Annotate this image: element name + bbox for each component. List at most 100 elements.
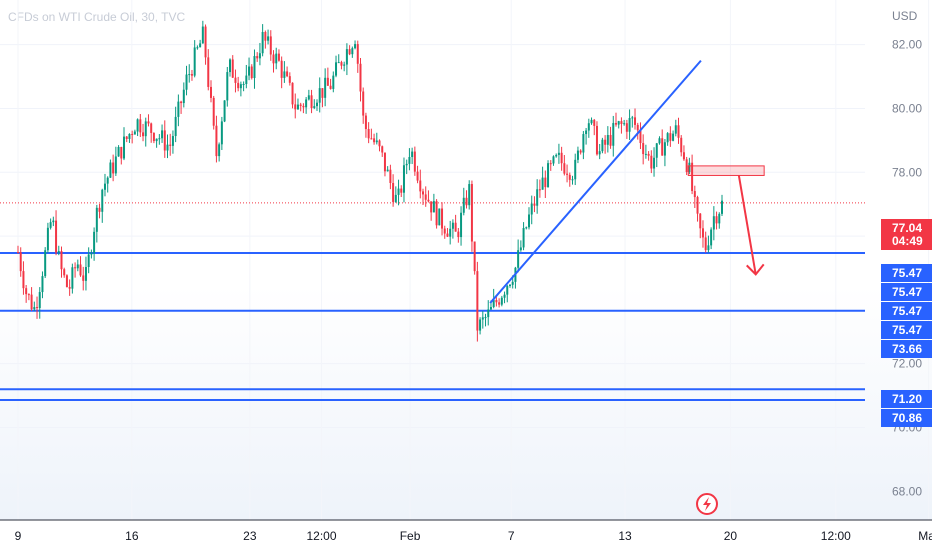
- candle-body: [275, 53, 278, 64]
- candle-body: [302, 105, 305, 108]
- candle-body: [71, 267, 74, 289]
- candle-body: [123, 136, 126, 159]
- candle-body: [495, 299, 498, 303]
- candle-body: [93, 231, 96, 254]
- candle-body: [568, 174, 571, 180]
- candle-body: [76, 264, 79, 269]
- candle-body: [264, 31, 267, 41]
- candle-body: [533, 203, 536, 206]
- candle-body: [286, 71, 289, 77]
- candle-body: [351, 48, 354, 55]
- x-tick-label: 13: [618, 529, 632, 543]
- candle-body: [481, 317, 484, 320]
- candle-body: [479, 319, 482, 331]
- candle-body: [704, 237, 707, 251]
- candle-body: [476, 271, 479, 331]
- candle-body: [166, 144, 169, 151]
- candle-body: [443, 228, 446, 234]
- candle-body: [190, 74, 193, 76]
- candle-body: [245, 75, 248, 85]
- candle-body: [547, 163, 550, 188]
- candle-body: [666, 133, 669, 143]
- candle-body: [402, 165, 405, 193]
- candle-body: [321, 88, 324, 98]
- candle-body: [169, 144, 172, 146]
- candle-body: [693, 191, 696, 198]
- x-tick-label: 12:00: [821, 529, 851, 543]
- candle-body: [348, 49, 351, 55]
- chart-title: CFDs on WTI Crude Oil, 30, TVC: [8, 10, 186, 24]
- candle-body: [291, 82, 294, 105]
- price-badge-text: 75.47: [892, 323, 922, 337]
- candle-body: [258, 53, 261, 59]
- candle-body: [215, 125, 218, 157]
- candle-body: [152, 132, 155, 142]
- candle-body: [560, 152, 563, 164]
- candle-body: [498, 302, 501, 305]
- candle-body: [653, 157, 656, 169]
- candle-body: [661, 138, 664, 156]
- candle-body: [242, 84, 245, 86]
- candle-body: [544, 177, 547, 188]
- candle-body: [389, 169, 392, 184]
- candle-body: [473, 241, 476, 272]
- candle-body: [120, 147, 123, 159]
- x-tick-label: 7: [508, 529, 515, 543]
- candle-body: [519, 247, 522, 251]
- y-tick-label: 80.00: [892, 101, 922, 115]
- candle-body: [424, 194, 427, 200]
- candle-body: [272, 54, 275, 64]
- price-badge: [881, 283, 932, 301]
- candle-body: [696, 197, 699, 214]
- candle-body: [617, 121, 620, 125]
- candle-body: [256, 56, 259, 59]
- candle-body: [460, 212, 463, 238]
- candle-body: [33, 307, 36, 310]
- candle-body: [27, 294, 30, 296]
- candle-body: [680, 137, 683, 153]
- candle-body: [394, 194, 397, 202]
- candle-body: [663, 142, 666, 156]
- candle-body: [226, 72, 229, 101]
- candle-body: [220, 121, 223, 145]
- candle-body: [142, 132, 145, 137]
- candle-body: [457, 231, 460, 238]
- candle-body: [541, 177, 544, 190]
- candle-body: [117, 147, 120, 157]
- x-tick-label: 12:00: [307, 529, 337, 543]
- candle-body: [283, 71, 286, 78]
- candle-body: [432, 201, 435, 213]
- candle-body: [438, 208, 441, 226]
- candle-body: [103, 183, 106, 190]
- candle-body: [701, 228, 704, 238]
- candle-body: [209, 86, 212, 98]
- candle-body: [574, 159, 577, 180]
- candle-body: [25, 288, 28, 295]
- candle-body: [430, 201, 433, 213]
- candle-body: [19, 252, 22, 272]
- candle-body: [343, 64, 346, 66]
- candle-body: [144, 121, 147, 137]
- candle-body: [715, 216, 718, 224]
- price-badge-text: 75.47: [892, 285, 922, 299]
- price-badge-text: 70.86: [892, 411, 922, 425]
- candle-body: [161, 130, 164, 139]
- candle-body: [63, 269, 66, 276]
- candle-body: [549, 163, 552, 165]
- candle-body: [685, 159, 688, 172]
- candle-body: [364, 115, 367, 130]
- candle-body: [305, 99, 308, 108]
- candle-body: [133, 131, 136, 135]
- candle-body: [582, 134, 585, 153]
- candle-body: [470, 184, 473, 242]
- candle-body: [30, 294, 33, 310]
- candle-body: [375, 140, 378, 143]
- candle-body: [691, 162, 694, 192]
- candle-body: [356, 44, 359, 64]
- candle-body: [185, 74, 188, 90]
- candle-body: [158, 138, 161, 140]
- candle-body: [511, 281, 514, 285]
- candle-body: [253, 56, 256, 79]
